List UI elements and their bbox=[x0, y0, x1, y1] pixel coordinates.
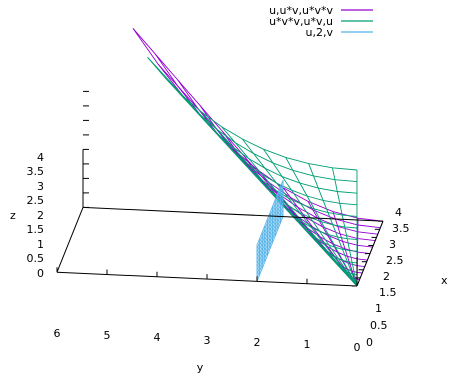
x-tick-label: 1 bbox=[375, 302, 382, 315]
series-2-grid-line bbox=[256, 198, 284, 264]
series-2-grid-line bbox=[256, 191, 284, 257]
series-2-grid-line bbox=[256, 180, 284, 246]
y-tick-label: 2 bbox=[254, 336, 261, 349]
legend-entry: u,u*v,u*v*v bbox=[269, 4, 373, 17]
series-0-grid-line bbox=[199, 105, 376, 242]
back-left-edge bbox=[56, 207, 84, 273]
axes-box bbox=[56, 90, 384, 287]
y-tick-label: 1 bbox=[304, 338, 311, 351]
x-tick-label: 3.5 bbox=[392, 222, 410, 235]
z-tick-label: 4 bbox=[37, 151, 44, 164]
z-ticks: 0 0.5 1 1.5 2 2.5 3 3.5 4 bbox=[27, 151, 45, 280]
z-tick-label: 1.5 bbox=[27, 223, 45, 236]
series-2-grid-line bbox=[256, 187, 284, 253]
z-tick-label: 3.5 bbox=[27, 165, 45, 178]
y-tick-label: 6 bbox=[54, 327, 61, 340]
series-1-grid-line bbox=[147, 56, 358, 287]
series-2-grid-line bbox=[256, 194, 284, 260]
series-2-grid-line bbox=[256, 212, 284, 278]
legend: u,u*v,u*v*v u*v*v,u*v,u u,2,v bbox=[269, 4, 373, 39]
legend-label: u,2,v bbox=[306, 26, 334, 39]
series-0-grid-line bbox=[155, 53, 381, 229]
z-tick-label: 3 bbox=[37, 180, 44, 193]
y-tick-label: 5 bbox=[104, 329, 111, 342]
series-1-grid-line bbox=[308, 163, 358, 287]
x-tick-label: 4 bbox=[395, 206, 402, 219]
legend-label: u*v*v,u*v,u bbox=[269, 15, 333, 28]
z-tick-label: 0 bbox=[37, 267, 44, 280]
series-1-grid-line bbox=[285, 157, 358, 287]
x-tick-label: 2 bbox=[383, 270, 390, 283]
z-tick-label: 2.5 bbox=[27, 194, 45, 207]
series-2-grid-line bbox=[256, 209, 284, 275]
y-tick-label: 3 bbox=[204, 334, 211, 347]
z-tick-label: 2 bbox=[37, 209, 44, 222]
series-1-grid-line bbox=[331, 167, 358, 287]
x-ticks: 0 0.5 1 1.5 2 2.5 3 3.5 4 bbox=[366, 206, 410, 349]
series-1-grid-line bbox=[221, 126, 358, 287]
back-edge bbox=[82, 206, 384, 222]
x-tick-label: 0 bbox=[366, 336, 373, 349]
x-tick-label: 0.5 bbox=[370, 319, 388, 332]
series-1-grid-line bbox=[241, 138, 358, 287]
x-tick-label: 3 bbox=[389, 238, 396, 251]
x-tick-label: 1.5 bbox=[379, 286, 397, 299]
x-tick-label: 2.5 bbox=[386, 254, 404, 267]
surface-wireframes bbox=[132, 28, 384, 287]
legend-label: u,u*v,u*v*v bbox=[269, 4, 333, 17]
x-axis-label: x bbox=[441, 274, 448, 287]
series-0-grid-line bbox=[132, 28, 358, 287]
z-tick-label: 1 bbox=[37, 238, 44, 251]
series-2-grid-line bbox=[256, 201, 284, 268]
series-2-grid-line bbox=[256, 216, 284, 282]
legend-entry: u,2,v bbox=[306, 26, 373, 39]
z-axis-label: z bbox=[10, 209, 16, 222]
y-ticks: 0 1 2 3 4 5 6 bbox=[54, 327, 361, 354]
series-1-grid-line bbox=[189, 102, 358, 194]
legend-entry: u*v*v,u*v,u bbox=[269, 15, 373, 28]
series-1-grid-line bbox=[168, 79, 358, 183]
y-axis-label: y bbox=[197, 361, 204, 374]
y-tick-label: 4 bbox=[154, 331, 161, 344]
z-tick-label: 0.5 bbox=[27, 252, 45, 265]
y-tick-label: 0 bbox=[354, 341, 361, 354]
